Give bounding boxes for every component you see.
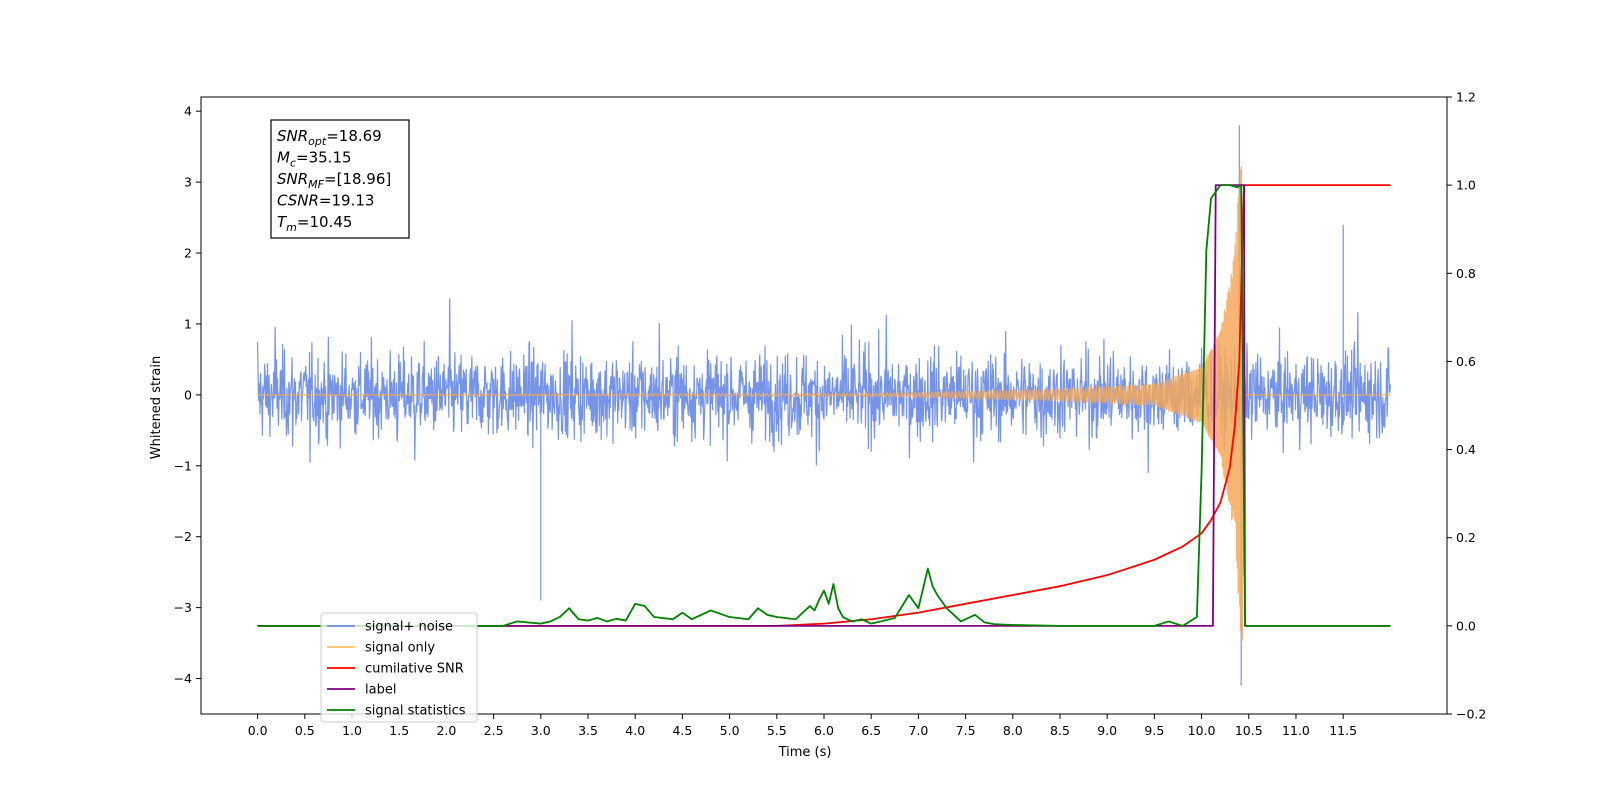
x-tick-label: 1.5 <box>389 723 409 738</box>
x-tick-label: 3.5 <box>578 723 598 738</box>
annotation-subscript: m <box>286 221 297 234</box>
y-left-tick-label: −3 <box>174 600 192 615</box>
y-right-tick-label: 1.0 <box>1456 178 1476 193</box>
y-left-tick-label: 1 <box>184 316 192 331</box>
x-tick-label: 7.0 <box>908 723 928 738</box>
x-tick-label: 6.0 <box>814 723 834 738</box>
x-tick-label: 4.0 <box>625 723 645 738</box>
x-tick-label: 8.5 <box>1050 723 1070 738</box>
annotation-line: SNRMF=[18.96] <box>277 170 391 191</box>
series-group <box>257 125 1391 686</box>
legend-entry-label: cumilative SNR <box>365 662 464 677</box>
annotation-symbol: CSNR <box>277 192 319 210</box>
annotation-frame <box>270 119 410 239</box>
y-left-tick-label: 4 <box>184 104 192 119</box>
y-left-tick-label: −4 <box>174 671 192 686</box>
y-axis-label: Whitened strain <box>149 356 164 459</box>
x-tick-label: 4.5 <box>672 723 692 738</box>
y-left-tick-label: −2 <box>174 529 192 544</box>
annotation-subscript: c <box>290 157 296 170</box>
x-tick-label: 0.5 <box>295 723 315 738</box>
x-tick-label: 5.0 <box>720 723 740 738</box>
annotation-value: =10.45 <box>297 213 353 231</box>
x-axis-label: Time (s) <box>778 745 832 760</box>
legend: signal+ noise signal only cumilative SNR la… <box>320 612 478 723</box>
y-left-tick-label: −1 <box>174 458 192 473</box>
y-right-tick-label: 0.4 <box>1456 442 1476 457</box>
annotation-symbol: T <box>277 213 288 231</box>
x-tick-label: 0.0 <box>248 723 268 738</box>
annotation-value: =[18.96] <box>324 170 391 188</box>
x-tick-label: 8.0 <box>1003 723 1023 738</box>
y-right-tick-label: 0.8 <box>1456 266 1476 281</box>
x-tick-label: 10.5 <box>1235 723 1263 738</box>
annotation-value: =18.69 <box>326 127 382 145</box>
series-signal-only <box>257 165 1391 643</box>
y-right-tick-label: 0.0 <box>1456 618 1476 633</box>
x-tick-label: 5.5 <box>767 723 787 738</box>
legend-frame <box>320 612 478 723</box>
y-right-tick-label: −0.2 <box>1456 707 1486 722</box>
plot-area <box>257 125 1391 686</box>
annotation-symbol: SNR <box>277 127 308 145</box>
annotation-line: CSNR=19.13 <box>277 192 374 210</box>
series-signal-statistics <box>257 184 1391 627</box>
y-right-tick-label: 0.6 <box>1456 354 1476 369</box>
annotation-symbol: M <box>277 149 290 167</box>
annotation-subscript: MF <box>308 178 324 191</box>
y-left-tick-label: 3 <box>184 175 192 190</box>
x-tick-label: 7.5 <box>956 723 976 738</box>
legend-entry-label: signal+ noise <box>365 620 453 635</box>
x-tick-label: 1.0 <box>342 723 362 738</box>
y-right-tick-label: 1.2 <box>1456 90 1476 105</box>
legend-entry-label: signal statistics <box>365 704 466 719</box>
annotation-value: =35.15 <box>296 149 352 167</box>
legend-entry-label: signal only <box>365 641 435 656</box>
stats-annotation-box: SNRopt=18.69Mc=35.15SNRMF=[18.96]CSNR=19… <box>270 119 410 239</box>
annotation-line: Mc=35.15 <box>277 149 352 170</box>
x-tick-label: 9.0 <box>1097 723 1117 738</box>
annotation-symbol: SNR <box>277 170 308 188</box>
x-tick-label: 3.0 <box>531 723 551 738</box>
x-tick-label: 9.5 <box>1144 723 1164 738</box>
x-tick-label: 10.0 <box>1188 723 1216 738</box>
x-tick-label: 11.0 <box>1282 723 1310 738</box>
annotation-line: SNRopt=18.69 <box>277 127 382 148</box>
x-tick-label: 11.5 <box>1329 723 1357 738</box>
y-left-tick-label: 2 <box>184 246 192 261</box>
y-left-tick-label: 0 <box>184 387 192 402</box>
x-tick-label: 6.5 <box>861 723 881 738</box>
annotation-line: Tm=10.45 <box>277 213 352 234</box>
axes: 0.0 0.5 1.0 1.5 2.0 2.5 3.0 3.5 4.0 4.5 5.0 5.5 6.0 6… <box>149 90 1486 761</box>
annotation-subscript: opt <box>308 135 327 148</box>
x-tick-label: 2.0 <box>436 723 456 738</box>
legend-entry-label: label <box>365 683 396 698</box>
x-tick-label: 2.5 <box>484 723 504 738</box>
y-right-tick-label: 0.2 <box>1456 530 1476 545</box>
annotation-value: =19.13 <box>319 192 375 210</box>
